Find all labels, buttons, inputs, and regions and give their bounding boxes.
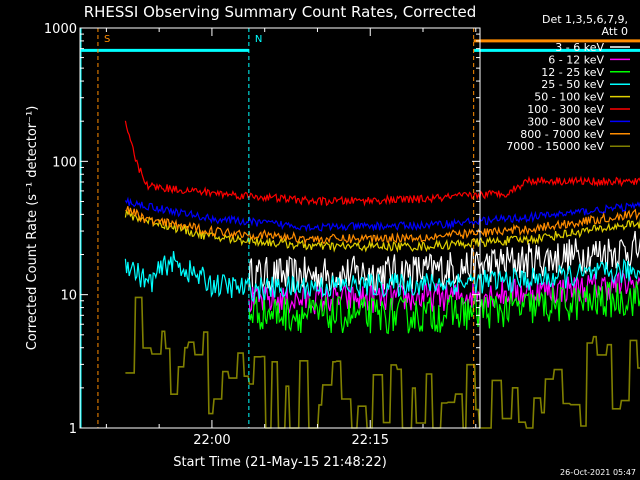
legend-label: 50 - 100 keV [534, 91, 604, 104]
legend-label: 7000 - 15000 keV [506, 140, 604, 153]
x-tick-label: 22:00 [193, 433, 230, 448]
legend-label: 100 - 300 keV [527, 103, 604, 116]
series-12-25-kev [248, 281, 640, 335]
y-tick-label: 100 [52, 155, 77, 170]
series-line [124, 120, 640, 207]
legend-label: 25 - 50 keV [541, 78, 604, 91]
series-800-7000-kev [125, 206, 640, 246]
series-line [125, 296, 640, 429]
axes: 1 10 100 1000 22:00 22:15 [44, 22, 481, 448]
legend-label: 6 - 12 keV [548, 53, 604, 66]
x-tick-label: 22:15 [352, 433, 389, 448]
series-100-300-kev [124, 120, 640, 207]
series-line [124, 196, 640, 233]
legend-label: 3 - 6 keV [555, 41, 604, 54]
chart-title: RHESSI Observing Summary Count Rates, Co… [84, 3, 477, 21]
series-line [248, 230, 640, 295]
plot-frame [79, 27, 481, 429]
legend-label: 800 - 7000 keV [520, 128, 604, 141]
timestamp: 26-Oct-2021 05:47 [560, 468, 636, 477]
legend-title: Det 1,3,5,6,7,9, [542, 13, 628, 26]
series-300-800-kev [124, 196, 640, 233]
marker-label-s: S [104, 34, 110, 45]
series-25-50-kev [124, 251, 640, 303]
series-line [124, 209, 640, 253]
y-tick-label: 1000 [44, 22, 77, 37]
x-axis-label: Start Time (21-May-15 21:48:22) [173, 455, 387, 470]
y-tick-label: 1 [69, 422, 77, 437]
series-line [125, 206, 640, 246]
legend-label: 12 - 25 keV [541, 66, 604, 79]
marker-label-n: N [255, 34, 262, 45]
series-line [248, 281, 640, 335]
y-tick-label: 10 [60, 289, 77, 304]
series-3-6-kev [248, 230, 640, 295]
series-50-100-kev [124, 209, 640, 253]
legend-label: 300 - 800 keV [527, 115, 604, 128]
series-line [124, 251, 640, 303]
series-7000-15000-kev [125, 296, 640, 429]
legend-title: Att 0 [602, 25, 628, 38]
y-axis-label: Corrected Count Rate (s⁻¹ detector⁻¹) [25, 106, 40, 351]
